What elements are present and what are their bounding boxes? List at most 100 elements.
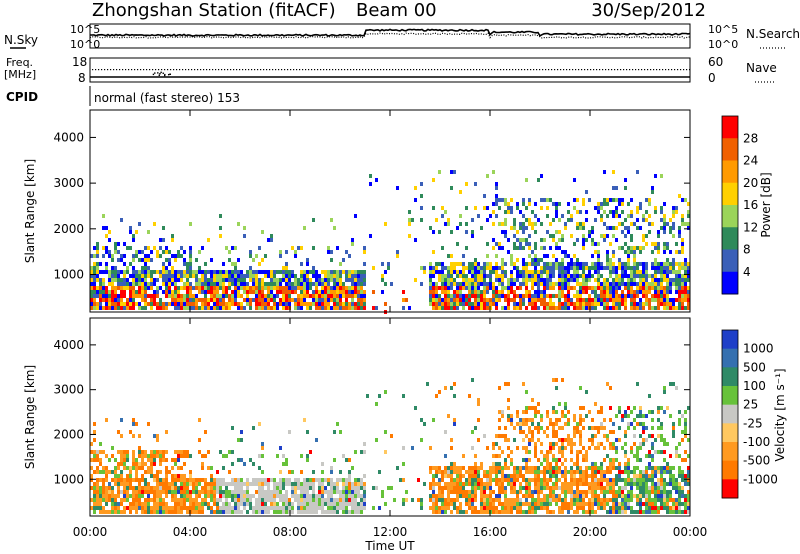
heatmap-cell xyxy=(591,466,594,470)
heatmap-cell xyxy=(174,498,177,502)
heatmap-cell xyxy=(621,266,624,270)
heatmap-cell xyxy=(234,282,237,286)
heatmap-cell xyxy=(162,282,165,286)
heatmap-cell xyxy=(429,486,432,490)
heatmap-cell xyxy=(198,482,201,486)
heatmap-cell xyxy=(273,274,276,278)
heatmap-cell xyxy=(549,494,552,498)
heatmap-cell xyxy=(354,502,357,506)
heatmap-cell xyxy=(117,486,120,490)
heatmap-cell xyxy=(585,482,588,486)
heatmap-cell xyxy=(150,458,153,462)
heatmap-cell xyxy=(654,258,657,262)
heatmap-cell xyxy=(258,506,261,510)
heatmap-cell xyxy=(180,294,183,298)
heatmap-cell xyxy=(264,294,267,298)
heatmap-cell xyxy=(255,270,258,274)
heatmap-cell xyxy=(432,302,435,306)
heatmap-cell xyxy=(495,194,498,198)
nave-dot xyxy=(164,73,166,76)
heatmap-cell xyxy=(660,498,663,502)
heatmap-cell xyxy=(138,478,141,482)
heatmap-cell xyxy=(168,490,171,494)
heatmap-cell xyxy=(612,486,615,490)
heatmap-cell xyxy=(564,254,567,258)
heatmap-cell xyxy=(453,470,456,474)
heatmap-cell xyxy=(582,418,585,422)
heatmap-cell xyxy=(480,282,483,286)
heatmap-cell xyxy=(342,454,345,458)
heatmap-cell xyxy=(147,246,150,250)
nave-dot xyxy=(134,69,136,71)
heatmap-cell xyxy=(432,266,435,270)
heatmap-cell xyxy=(558,246,561,250)
heatmap-cell xyxy=(639,490,642,494)
heatmap-cell xyxy=(156,450,159,454)
heatmap-cell xyxy=(456,226,459,230)
heatmap-cell xyxy=(180,306,183,310)
heatmap-cell xyxy=(342,502,345,506)
heatmap-cell xyxy=(126,282,129,286)
heatmap-cell xyxy=(615,294,618,298)
cpid-label: CPID xyxy=(6,90,38,104)
heatmap-cell xyxy=(600,206,603,210)
heatmap-cell xyxy=(303,502,306,506)
nave-dot xyxy=(182,69,184,71)
heatmap-cell xyxy=(642,494,645,498)
heatmap-cell xyxy=(189,470,192,474)
heatmap-cell xyxy=(552,234,555,238)
heatmap-cell xyxy=(147,270,150,274)
heatmap-cell xyxy=(150,450,153,454)
heatmap-cell xyxy=(480,462,483,466)
heatmap-cell xyxy=(357,294,360,298)
heatmap-cell xyxy=(165,290,168,294)
heatmap-cell xyxy=(582,226,585,230)
heatmap-cell xyxy=(687,498,690,502)
heatmap-cell xyxy=(540,302,543,306)
heatmap-cell xyxy=(174,482,177,486)
heatmap-cell xyxy=(621,498,624,502)
heatmap-cell xyxy=(624,498,627,502)
heatmap-cell xyxy=(117,286,120,290)
heatmap-cell xyxy=(129,470,132,474)
heatmap-cell xyxy=(93,262,96,266)
heatmap-cell xyxy=(216,478,219,482)
nave-dot xyxy=(272,69,274,71)
heatmap-cell xyxy=(261,278,264,282)
colorbar-segment xyxy=(722,116,738,139)
heatmap-cell xyxy=(609,226,612,230)
heatmap-cell xyxy=(588,266,591,270)
heatmap-cell xyxy=(474,426,477,430)
heatmap-cell xyxy=(522,298,525,302)
heatmap-cell xyxy=(336,506,339,510)
heatmap-cell xyxy=(639,494,642,498)
heatmap-cell xyxy=(549,470,552,474)
heatmap-cell xyxy=(225,502,228,506)
heatmap-cell xyxy=(222,302,225,306)
heatmap-cell xyxy=(291,482,294,486)
heatmap-cell xyxy=(639,278,642,282)
heatmap-cell xyxy=(114,474,117,478)
heatmap-cell xyxy=(663,302,666,306)
heatmap-cell xyxy=(339,478,342,482)
heatmap-cell xyxy=(453,394,456,398)
heatmap-cell xyxy=(567,506,570,510)
heatmap-cell xyxy=(198,490,201,494)
heatmap-cell xyxy=(90,450,93,454)
heatmap-cell xyxy=(522,214,525,218)
colorbar-segment xyxy=(722,348,738,368)
heatmap-cell xyxy=(477,398,480,402)
heatmap-cell xyxy=(672,270,675,274)
heatmap-cell xyxy=(348,490,351,494)
heatmap-cell xyxy=(663,270,666,274)
heatmap-cell xyxy=(234,478,237,482)
heatmap-cell xyxy=(441,306,444,310)
heatmap-cell xyxy=(576,510,579,514)
heatmap-cell xyxy=(624,226,627,230)
heatmap-cell xyxy=(549,490,552,494)
heatmap-cell xyxy=(294,306,297,310)
heatmap-cell xyxy=(546,502,549,506)
heatmap-cell xyxy=(627,286,630,290)
heatmap-cell xyxy=(237,482,240,486)
heatmap-cell xyxy=(123,490,126,494)
